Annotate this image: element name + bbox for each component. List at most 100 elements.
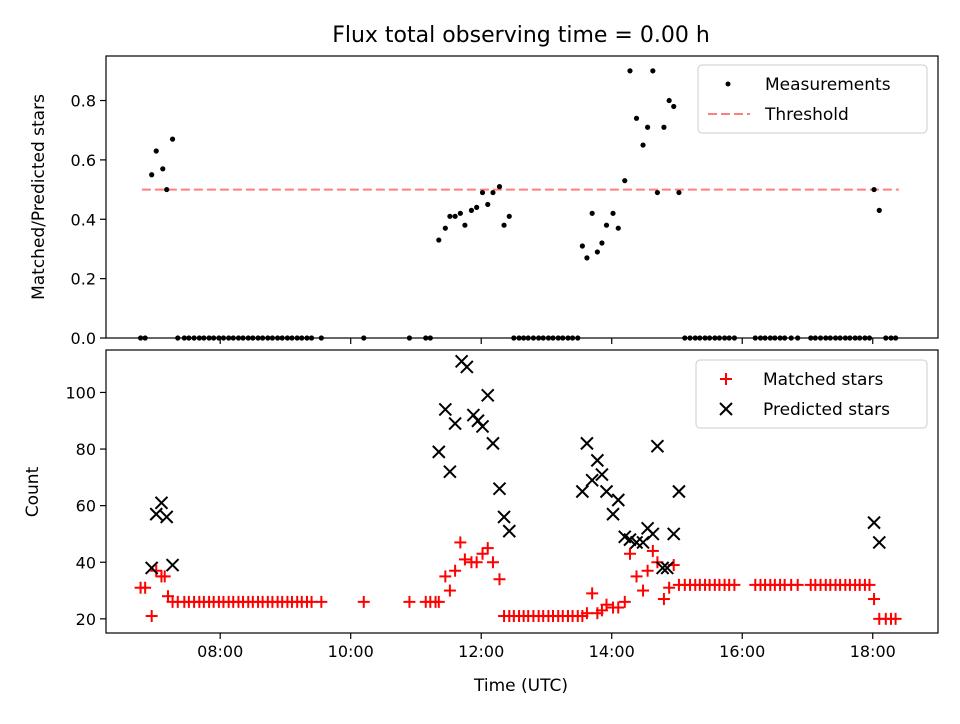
measurement-point	[645, 124, 651, 130]
y-tick-label: 0.0	[71, 329, 96, 348]
predicted-star-point	[159, 510, 174, 524]
matched-star-point	[449, 564, 462, 577]
predicted-star-point	[672, 484, 686, 499]
measurement-point	[501, 222, 507, 228]
bottom-legend-box	[695, 359, 928, 429]
measurement-point	[633, 115, 640, 121]
predicted-star-point	[872, 535, 886, 550]
matched-star-point	[486, 556, 499, 569]
legend-measurements-label: Measurements	[765, 75, 891, 95]
y-tick-label: 60	[76, 497, 96, 516]
predicted-star-point	[149, 507, 163, 521]
matched-star-point	[454, 536, 467, 549]
measurement-point	[666, 97, 672, 104]
matched-star-point	[439, 570, 452, 583]
measurement-point	[871, 186, 877, 193]
bottom-panel: 08:00 10:00 12:00 14:00 16:00 18:00 20 40 60 80 10…	[23, 349, 939, 661]
predicted-star-point	[165, 558, 180, 572]
bottom-ticks: 08:00 10:00 12:00 14:00 16:00 18:00 20 40 60 80 10…	[65, 383, 895, 661]
matched-star-point	[403, 595, 416, 608]
matched-star-point	[158, 570, 171, 583]
predicted-star-point	[154, 496, 169, 510]
measurement-point	[485, 201, 491, 208]
measurement-point	[640, 142, 646, 148]
predicted-star-point	[486, 436, 500, 451]
predicted-star-point	[590, 453, 605, 468]
y-tick-label: 100	[65, 383, 96, 402]
predicted-star-point	[144, 561, 159, 575]
measurement-point	[462, 222, 468, 228]
matched-star-point	[641, 564, 654, 577]
measurement-point	[442, 225, 448, 231]
predicted-star-point	[580, 436, 594, 451]
matched-star-point	[663, 581, 676, 594]
matched-star-point	[637, 584, 650, 597]
predicted-star-point	[650, 439, 665, 453]
measurement-point	[506, 213, 512, 219]
matched-star-point	[580, 607, 593, 620]
predicted-star-point	[599, 484, 614, 499]
measurement-point	[599, 240, 605, 246]
measurement-point	[490, 189, 496, 196]
x-tick-label: 18:00	[850, 642, 896, 661]
x-tick-label: 12:00	[458, 642, 504, 661]
measurement-point	[876, 207, 882, 213]
predicted-star-point	[492, 481, 507, 496]
predicted-star-point	[660, 561, 674, 575]
matched-star-point	[868, 593, 881, 606]
y-tick-label: 0.8	[71, 92, 96, 111]
predicted-star-point	[867, 515, 881, 530]
legend-matched-label: Matched stars	[763, 370, 883, 390]
measurement-point	[160, 166, 166, 172]
x-tick-label: 16:00	[719, 642, 765, 661]
measurement-point	[496, 184, 503, 190]
measurement-point	[436, 237, 442, 243]
measurement-point	[474, 204, 480, 210]
measurement-point	[661, 124, 667, 130]
predicted-star-point	[475, 419, 490, 434]
matched-star-point	[443, 584, 456, 597]
measurement-point	[584, 255, 590, 261]
matched-star-point	[150, 564, 163, 577]
matched-star-point	[458, 553, 471, 566]
measurement-point	[153, 148, 159, 154]
matched-star-point	[315, 595, 328, 608]
matched-star-point	[630, 570, 643, 583]
x-tick-label: 08:00	[197, 642, 243, 661]
measurement-point	[610, 210, 616, 216]
legend-matched-marker	[720, 373, 732, 385]
measurement-point	[650, 68, 656, 74]
matched-star-point	[476, 547, 489, 560]
x-axis-label: Time (UTC)	[473, 676, 568, 696]
measurement-point	[169, 136, 176, 142]
measurement-point	[589, 210, 595, 216]
predicted-star-point	[655, 561, 670, 575]
measurement-point	[603, 222, 610, 228]
predicted-star-point	[460, 360, 474, 374]
top-ylabel: Matched/Predicted stars	[29, 94, 49, 300]
bottom-plot-marks	[134, 354, 902, 625]
legend-measurements-marker	[725, 81, 731, 87]
matched-star-point	[791, 578, 804, 591]
matched-star-point	[357, 595, 370, 608]
matched-star-point	[481, 542, 494, 555]
figure-title: Flux total observing time = 0.00 h	[332, 23, 710, 48]
measurement-point	[622, 178, 628, 184]
matched-star-point	[612, 601, 625, 614]
matched-star-point	[863, 578, 876, 591]
matched-star-point	[657, 593, 670, 606]
predicted-star-point	[575, 484, 590, 499]
top-panel: 0.00.20.40.60.8 Matched/Predicted stars …	[29, 55, 939, 348]
predicted-star-point	[611, 493, 625, 507]
measurement-point	[149, 172, 155, 178]
predicted-star-point	[595, 467, 609, 482]
measurement-point	[164, 186, 170, 193]
top-legend-box	[697, 64, 928, 134]
matched-star-point	[600, 598, 613, 611]
matched-star-point	[623, 547, 636, 560]
bottom-legend: Matched stars Predicted stars	[695, 359, 928, 429]
matched-star-point	[470, 556, 483, 569]
predicted-star-point	[497, 510, 511, 524]
matched-star-point	[139, 581, 152, 594]
y-tick-label: 20	[76, 610, 96, 629]
